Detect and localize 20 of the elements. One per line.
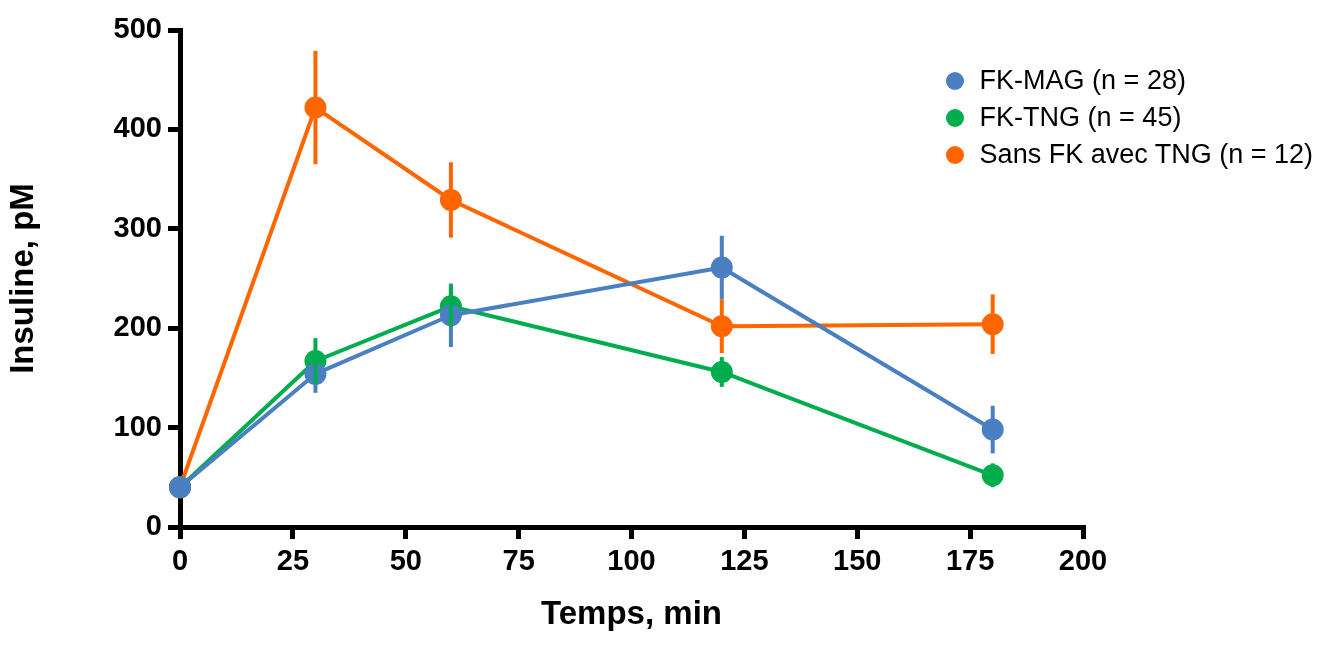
y-tick-label: 400 [113,111,162,144]
x-tick-label: 0 [171,544,189,577]
x-axis-title: Temps, min [541,594,722,632]
x-tick-label: 75 [502,544,535,577]
x-tick-label: 200 [1058,544,1108,577]
legend-label: Sans FK avec TNG (n = 12) [979,139,1313,170]
y-tick-label: 200 [113,310,162,343]
y-tick-label: 0 [145,509,162,541]
y-tick-label: 300 [113,210,162,243]
legend-label: FK-MAG (n = 28) [979,65,1186,96]
y-axis-title: Insuline, pM [2,183,40,374]
x-tick-label: 50 [389,544,422,577]
x-tick-label: 150 [833,544,882,577]
legend-label: FK-TNG (n = 45) [979,102,1182,133]
x-tick-label: 125 [720,544,769,577]
x-tick-label: 100 [607,544,656,577]
y-tick-label: 500 [113,12,162,44]
x-tick-label: 25 [276,544,310,577]
y-tick-label: 100 [113,409,162,442]
x-tick-label: 175 [945,544,995,577]
